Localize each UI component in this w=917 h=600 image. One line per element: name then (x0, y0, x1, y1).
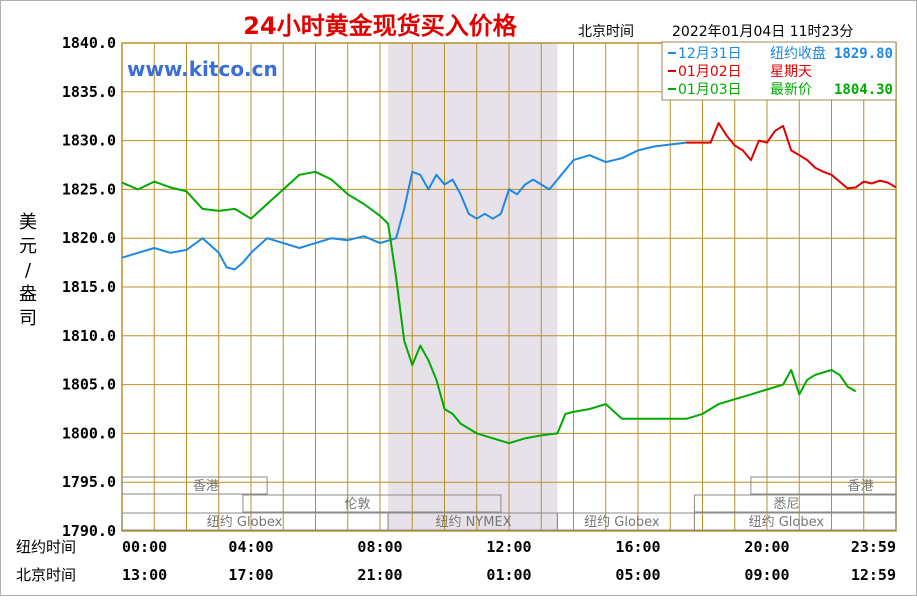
y-axis-label: 美元 / 盎司 (19, 212, 37, 329)
timestamp: 2022年01月04日 11时23分 (672, 24, 853, 40)
legend-entry-label: 01月03日 (678, 82, 742, 98)
x-tick-label-ny: 08:00 (357, 538, 402, 556)
market-band-segment (387, 512, 558, 531)
chart-title: 24小时黄金现货买入价格 (243, 12, 517, 40)
series-line-3 (121, 170, 857, 445)
y-tick-label: 1830.0 (62, 132, 116, 150)
series-line-2 (686, 122, 897, 190)
legend-entry-note: 最新价 (770, 82, 812, 98)
market-band-label: 伦敦 (344, 496, 370, 512)
y-tick-label: 1790.0 (62, 522, 116, 540)
y-tick-label: 1825.0 (62, 180, 116, 198)
plot-frame (121, 42, 897, 532)
x-tick-label-ny: 16:00 (615, 538, 660, 556)
x-tick-label-bj: 13:00 (122, 566, 167, 584)
market-band-segment (242, 494, 502, 513)
x-tick-label-ny: 20:00 (744, 538, 789, 556)
watermark-url: www.kitco.cn (127, 57, 278, 81)
y-axis-label-char: 美 (19, 212, 37, 233)
legend-entry-note: 纽约收盘 (770, 45, 826, 62)
market-band-segment (750, 476, 897, 495)
x-tick-label-bj: 17:00 (228, 566, 273, 584)
y-tick-label: 1805.0 (62, 376, 116, 394)
market-band-segment (693, 494, 897, 513)
market-band-segment (121, 476, 268, 495)
x-tick-label-ny: 00:00 (122, 538, 167, 556)
legend-entry-note: 星期天 (770, 64, 812, 80)
y-tick-label: 1800.0 (62, 424, 116, 442)
y-tick-label: 1810.0 (62, 327, 116, 345)
legend-entry-value: 1804.30 (834, 82, 893, 98)
market-band-label: 香港 (193, 479, 219, 494)
y-axis-label-char: / (25, 260, 32, 281)
legend-entry-value: 1829.80 (834, 46, 893, 62)
y-tick-label: 1795.0 (62, 473, 116, 491)
x-tick-label-bj: 01:00 (486, 566, 531, 584)
series-line-1 (121, 141, 687, 271)
y-axis-label-char: 盎 (19, 284, 37, 305)
market-band-label: 纽约 Globex (584, 515, 660, 530)
legend-entry-label: 01月02日 (678, 64, 742, 80)
y-axis-label-char: 司 (19, 308, 37, 329)
market-band-label: 香港 (848, 479, 874, 494)
x-row-label-ny: 纽约时间 (16, 538, 76, 556)
market-band-label: 悉尼 (773, 497, 799, 512)
x-tick-label-bj: 05:00 (615, 566, 660, 584)
market-band-label: 纽约 Globex (207, 515, 283, 530)
market-band-segment (693, 512, 897, 531)
y-tick-label: 1840.0 (62, 34, 116, 52)
x-tick-label-ny: 23:59 (851, 538, 896, 556)
y-tick-label: 1835.0 (62, 83, 116, 101)
legend-entry-label: 12月31日 (678, 46, 742, 62)
legend-box (661, 41, 897, 101)
market-band-label: 纽约 NYMEX (435, 515, 511, 530)
x-tick-label-bj: 21:00 (357, 566, 402, 584)
y-tick-label: 1820.0 (62, 229, 116, 247)
x-tick-label-bj: 12:59 (851, 566, 896, 584)
x-tick-label-bj: 09:00 (744, 566, 789, 584)
x-row-label-bj: 北京时间 (16, 566, 76, 584)
timestamp-label: 北京时间 (578, 24, 634, 40)
x-tick-label-ny: 04:00 (228, 538, 273, 556)
y-axis-label-char: 元 (19, 236, 37, 257)
x-tick-label-ny: 12:00 (486, 538, 531, 556)
y-tick-label: 1815.0 (62, 278, 116, 296)
market-band-label: 纽约 Globex (749, 515, 825, 530)
legend: 12月31日 纽约收盘 1829.80 01月02日 星期天 01月03日 最新价 1804.… (661, 41, 897, 101)
